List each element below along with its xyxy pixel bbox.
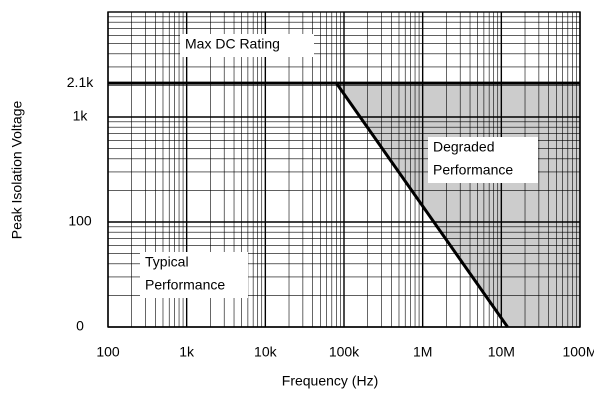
x-axis-label: Frequency (Hz) [282,373,378,389]
plot-frame [107,11,581,328]
annotation-background [140,252,248,298]
y-tick-label: 100 [68,213,92,229]
annotation: Max DC Rating [185,36,280,52]
y-tick-label: 1k [73,108,89,124]
x-tick-label: 10k [254,344,278,360]
annotation-background [180,34,314,57]
y-tick-label: 2.1k [67,74,94,90]
x-tick-label: 100k [329,344,360,360]
x-tick-label: 10M [488,344,515,360]
annotation: Degraded [433,139,495,155]
y-tick-label: 0 [76,318,84,334]
annotation: Typical [145,254,189,270]
annotation-background [428,137,538,183]
x-tick-label: 100 [96,344,120,360]
series-line [335,82,509,328]
x-tick-label: 100M [562,344,594,360]
x-tick-label: 1k [179,344,195,360]
y-axis-label: Peak Isolation Voltage [9,101,25,240]
annotation: Performance [145,277,225,293]
degraded-region [336,83,580,327]
annotation: Performance [433,162,513,178]
x-tick-label: 1M [413,344,432,360]
